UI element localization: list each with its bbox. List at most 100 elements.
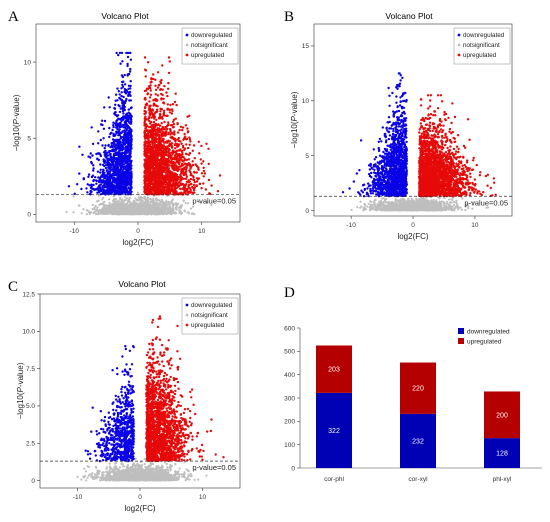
point-upregulated xyxy=(159,141,162,144)
point-notsignificant xyxy=(150,208,153,211)
point-notsignificant xyxy=(100,203,103,206)
point-upregulated xyxy=(153,117,156,120)
point-upregulated xyxy=(161,151,165,155)
point-upregulated xyxy=(152,120,156,124)
point-downregulated xyxy=(119,136,123,140)
legend-label: notsignificant xyxy=(191,42,228,49)
point-downregulated xyxy=(115,51,118,55)
point-upregulated xyxy=(159,110,162,113)
point-upregulated xyxy=(168,169,171,173)
point-upregulated xyxy=(160,78,163,82)
point-upregulated xyxy=(168,172,172,175)
point-upregulated xyxy=(160,97,163,100)
point-upregulated xyxy=(145,183,148,186)
point-upregulated xyxy=(153,167,156,170)
point-downregulated xyxy=(92,169,95,172)
point-notsignificant xyxy=(186,211,189,214)
point-downregulated xyxy=(107,96,110,99)
point-downregulated xyxy=(112,140,116,144)
point-downregulated xyxy=(107,143,110,147)
point-notsignificant xyxy=(178,209,181,212)
point-upregulated xyxy=(173,184,176,187)
point-downregulated xyxy=(130,106,133,109)
point-upregulated xyxy=(146,189,149,192)
point-upregulated xyxy=(200,162,203,165)
point-downregulated xyxy=(116,114,120,117)
point-upregulated xyxy=(151,135,155,139)
point-notsignificant xyxy=(128,196,131,200)
point-upregulated xyxy=(156,190,159,193)
point-upregulated xyxy=(170,108,174,111)
point-upregulated xyxy=(167,121,170,124)
point-downregulated xyxy=(122,115,126,118)
point-notsignificant xyxy=(119,196,122,199)
point-upregulated xyxy=(156,94,160,97)
point-upregulated xyxy=(187,130,190,133)
point-downregulated xyxy=(104,151,107,154)
point-downregulated xyxy=(101,144,104,147)
point-upregulated xyxy=(174,173,178,176)
point-upregulated xyxy=(150,140,153,143)
point-upregulated xyxy=(146,93,149,96)
point-downregulated xyxy=(129,183,132,187)
point-downregulated xyxy=(123,170,126,174)
point-upregulated xyxy=(181,187,184,190)
point-downregulated xyxy=(129,122,133,125)
point-downregulated xyxy=(114,164,118,168)
point-notsignificant xyxy=(104,204,107,207)
point-downregulated xyxy=(92,164,95,167)
point-upregulated xyxy=(151,137,154,141)
point-upregulated xyxy=(165,130,168,133)
point-upregulated xyxy=(188,191,191,194)
point-upregulated xyxy=(157,129,161,132)
point-upregulated xyxy=(146,159,149,162)
point-upregulated xyxy=(169,133,172,136)
point-downregulated xyxy=(91,174,95,177)
point-downregulated xyxy=(126,125,129,128)
point-downregulated xyxy=(112,184,116,187)
point-upregulated xyxy=(148,163,152,167)
point-downregulated xyxy=(116,190,119,194)
y-tick-label: 10 xyxy=(24,59,32,66)
point-downregulated xyxy=(117,104,120,107)
point-notsignificant xyxy=(153,212,156,216)
point-downregulated xyxy=(90,190,93,193)
point-downregulated xyxy=(114,93,118,96)
point-upregulated xyxy=(182,163,185,166)
point-downregulated xyxy=(123,174,127,177)
point-upregulated xyxy=(183,189,187,193)
point-downregulated xyxy=(92,167,95,170)
point-downregulated xyxy=(128,172,131,175)
point-upregulated xyxy=(166,127,169,130)
point-downregulated xyxy=(123,139,126,142)
point-downregulated xyxy=(101,123,104,127)
point-upregulated xyxy=(171,103,175,106)
point-upregulated xyxy=(174,167,177,171)
point-downregulated xyxy=(119,160,123,163)
point-notsignificant xyxy=(144,202,147,205)
point-upregulated xyxy=(170,154,173,158)
point-downregulated xyxy=(126,154,129,158)
point-notsignificant xyxy=(147,210,150,213)
point-downregulated xyxy=(103,106,106,109)
plot-title-a: Volcano Plot xyxy=(101,11,149,21)
point-downregulated xyxy=(111,138,115,141)
point-upregulated xyxy=(154,104,158,107)
point-upregulated xyxy=(146,87,150,91)
point-upregulated xyxy=(202,182,205,185)
point-upregulated xyxy=(158,162,161,165)
point-upregulated xyxy=(218,174,222,177)
point-upregulated xyxy=(152,174,155,177)
point-upregulated xyxy=(163,120,166,124)
point-upregulated xyxy=(167,56,171,59)
point-upregulated xyxy=(182,185,186,188)
point-upregulated xyxy=(170,142,174,145)
point-downregulated xyxy=(115,169,119,172)
point-upregulated xyxy=(175,152,178,156)
point-downregulated xyxy=(118,140,122,143)
point-upregulated xyxy=(150,172,154,175)
point-downregulated xyxy=(127,187,130,190)
point-downregulated xyxy=(120,188,123,191)
point-downregulated xyxy=(116,99,119,102)
point-notsignificant xyxy=(159,204,163,207)
